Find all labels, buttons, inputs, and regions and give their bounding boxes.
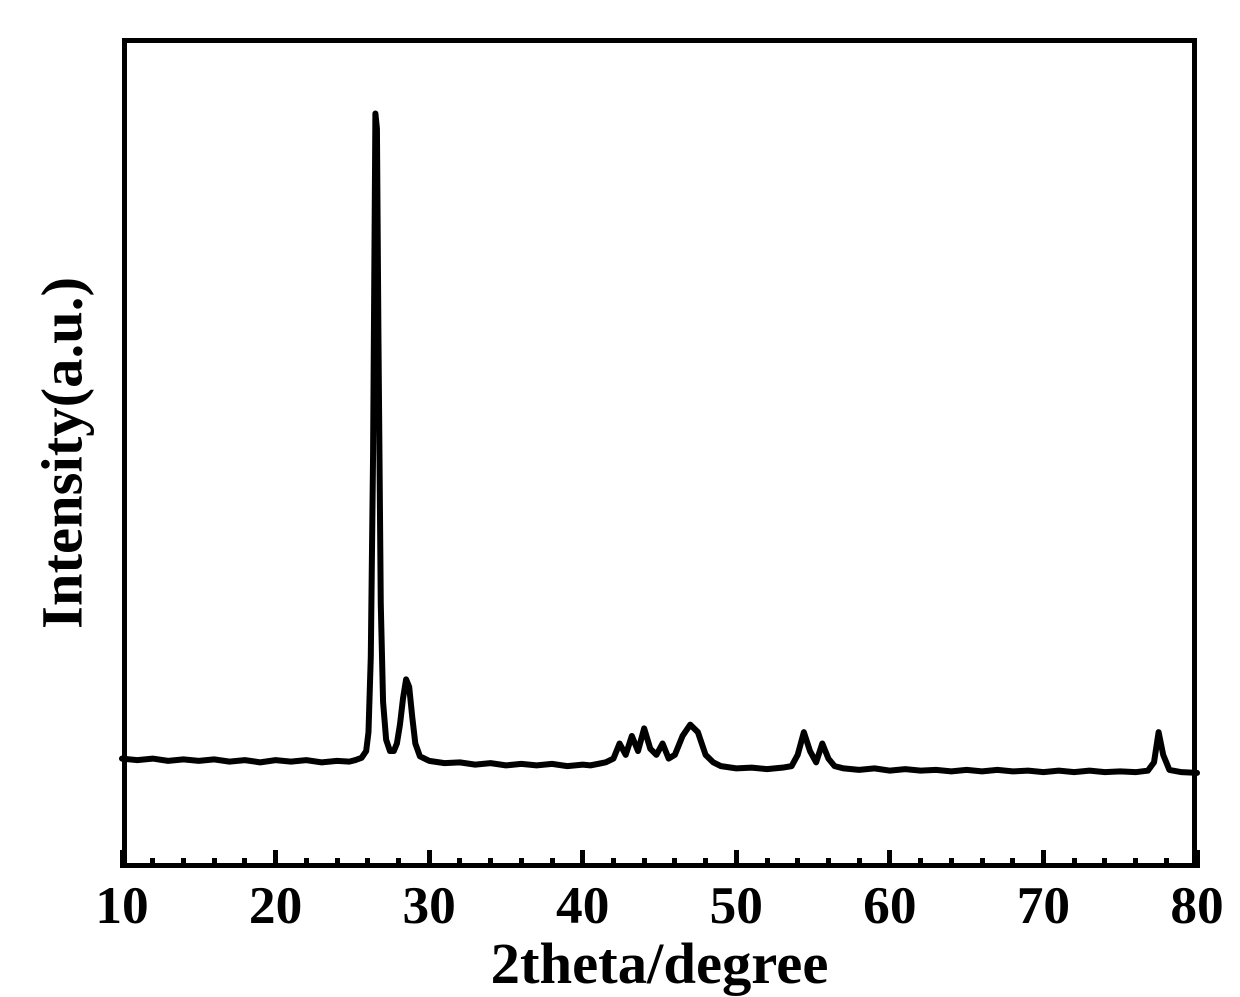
- x-major-tick: [1195, 850, 1200, 868]
- x-minor-tick: [1164, 858, 1169, 868]
- x-axis-label: 2theta/degree: [491, 930, 829, 997]
- x-minor-tick: [765, 858, 770, 868]
- x-minor-tick: [1102, 858, 1107, 868]
- x-minor-tick: [980, 858, 985, 868]
- x-minor-tick: [396, 858, 401, 868]
- x-tick-label: 20: [249, 874, 302, 936]
- x-tick-label: 60: [863, 874, 916, 936]
- x-minor-tick: [918, 858, 923, 868]
- x-minor-tick: [795, 858, 800, 868]
- x-minor-tick: [1010, 858, 1015, 868]
- x-tick-label: 10: [95, 874, 148, 936]
- xrd-line-series: [122, 38, 1197, 868]
- x-minor-tick: [212, 858, 217, 868]
- x-tick-label: 40: [556, 874, 609, 936]
- x-major-tick: [580, 850, 585, 868]
- x-major-tick: [734, 850, 739, 868]
- x-minor-tick: [1072, 858, 1077, 868]
- x-minor-tick: [150, 858, 155, 868]
- x-minor-tick: [857, 858, 862, 868]
- x-minor-tick: [181, 858, 186, 868]
- x-minor-tick: [826, 858, 831, 868]
- x-minor-tick: [611, 858, 616, 868]
- x-minor-tick: [457, 858, 462, 868]
- x-tick-label: 80: [1170, 874, 1223, 936]
- x-minor-tick: [519, 858, 524, 868]
- x-minor-tick: [949, 858, 954, 868]
- x-minor-tick: [242, 858, 247, 868]
- x-major-tick: [427, 850, 432, 868]
- x-minor-tick: [703, 858, 708, 868]
- x-tick-label: 30: [402, 874, 455, 936]
- x-minor-tick: [1133, 858, 1138, 868]
- x-major-tick: [273, 850, 278, 868]
- y-axis-label: Intensity(a.u.): [29, 277, 96, 629]
- x-minor-tick: [335, 858, 340, 868]
- x-major-tick: [887, 850, 892, 868]
- x-tick-label: 50: [710, 874, 763, 936]
- x-major-tick: [120, 850, 125, 868]
- x-minor-tick: [304, 858, 309, 868]
- plot-area: [122, 38, 1197, 868]
- xrd-intensity-path: [122, 113, 1197, 772]
- x-minor-tick: [672, 858, 677, 868]
- x-minor-tick: [365, 858, 370, 868]
- x-minor-tick: [488, 858, 493, 868]
- x-tick-label: 70: [1017, 874, 1070, 936]
- x-minor-tick: [550, 858, 555, 868]
- xrd-figure: Intensity(a.u.) 2theta/degree 1020304050…: [0, 0, 1240, 993]
- x-minor-tick: [642, 858, 647, 868]
- x-major-tick: [1041, 850, 1046, 868]
